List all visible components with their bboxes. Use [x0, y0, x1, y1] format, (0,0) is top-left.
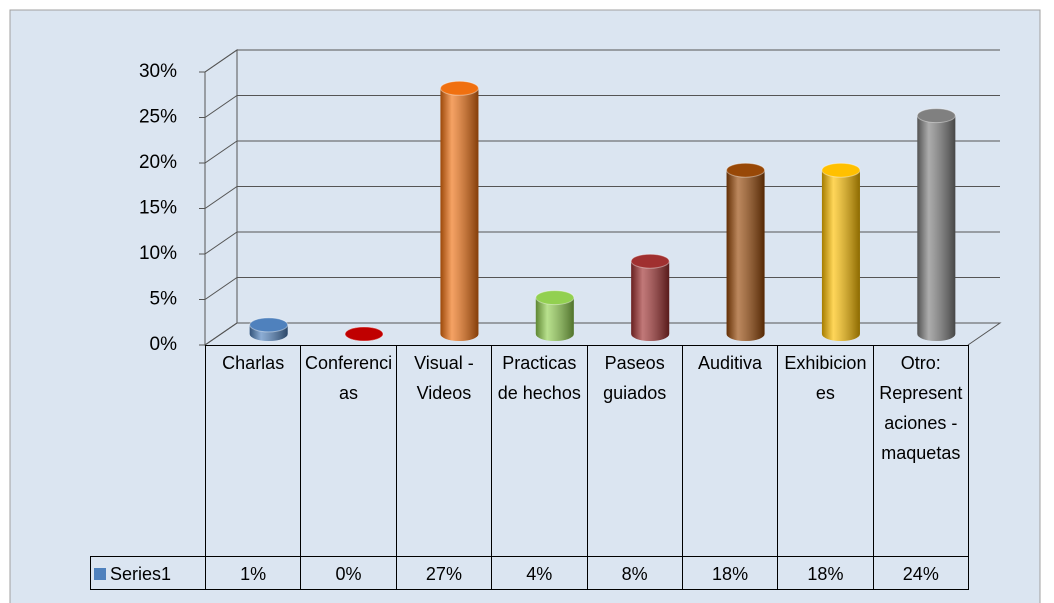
- x-tick-label: Auditiva: [681, 345, 779, 557]
- bar-shade: [917, 115, 956, 341]
- x-tick-label: Conferencias: [300, 345, 397, 557]
- bar: [630, 253, 670, 341]
- legend-label: Series1: [110, 564, 172, 584]
- bar: [821, 162, 861, 341]
- y-tick-label: 15%: [139, 198, 177, 219]
- bar: [249, 317, 289, 341]
- bar-shade: [440, 88, 479, 341]
- bar-top: [726, 162, 766, 178]
- data-table-value: 0%: [300, 556, 397, 590]
- bar-top: [535, 290, 575, 306]
- chart-area: [9, 9, 1041, 603]
- bar-shade: [631, 261, 670, 341]
- bar-top: [344, 326, 384, 342]
- x-tick-label: Practicas de hechos: [491, 345, 588, 557]
- legend-key: [94, 568, 106, 580]
- legend-cell: Series1: [90, 556, 206, 590]
- bar: [535, 290, 575, 341]
- x-tick-label: Charlas: [205, 345, 302, 557]
- y-tick-label: 5%: [150, 289, 178, 310]
- bar-shade: [821, 170, 860, 341]
- data-table-value: 4%: [491, 556, 588, 590]
- grid-line: [199, 322, 1000, 346]
- bar: [916, 108, 956, 341]
- bar: [726, 162, 766, 341]
- bar-top: [439, 80, 479, 96]
- grid-line: [199, 140, 1000, 164]
- bar-top: [916, 108, 956, 124]
- data-table-value: 18%: [777, 556, 874, 590]
- bar-top: [249, 317, 289, 333]
- bar: [344, 326, 384, 342]
- data-table-value: 1%: [205, 556, 302, 590]
- bar-shade: [535, 297, 574, 341]
- y-tick-label: 25%: [139, 107, 177, 128]
- data-table-value: 18%: [681, 556, 779, 590]
- y-tick-label: 10%: [139, 243, 177, 264]
- grid-line: [199, 277, 1000, 300]
- grid-line: [199, 49, 1000, 73]
- y-tick-label: 30%: [139, 61, 177, 82]
- data-table-value: 27%: [395, 556, 493, 590]
- bar-top: [630, 253, 670, 269]
- bar: [439, 80, 479, 341]
- grid-line: [199, 95, 1000, 118]
- data-table-value: 8%: [586, 556, 683, 590]
- x-tick-label: Exhibiciones: [777, 345, 874, 557]
- x-tick-label: Otro: Representaciones - maquetas: [872, 345, 969, 557]
- y-tick-label: 20%: [139, 152, 177, 173]
- x-tick-label: Paseos guiados: [586, 345, 683, 557]
- grid-line: [199, 186, 1000, 209]
- grid-line: [199, 231, 1000, 255]
- x-tick-label: Visual - Videos: [395, 345, 493, 557]
- bar-shade: [726, 170, 765, 341]
- y-tick-label: 0%: [150, 334, 178, 355]
- bar-top: [821, 162, 861, 178]
- data-table-value: 24%: [872, 556, 969, 590]
